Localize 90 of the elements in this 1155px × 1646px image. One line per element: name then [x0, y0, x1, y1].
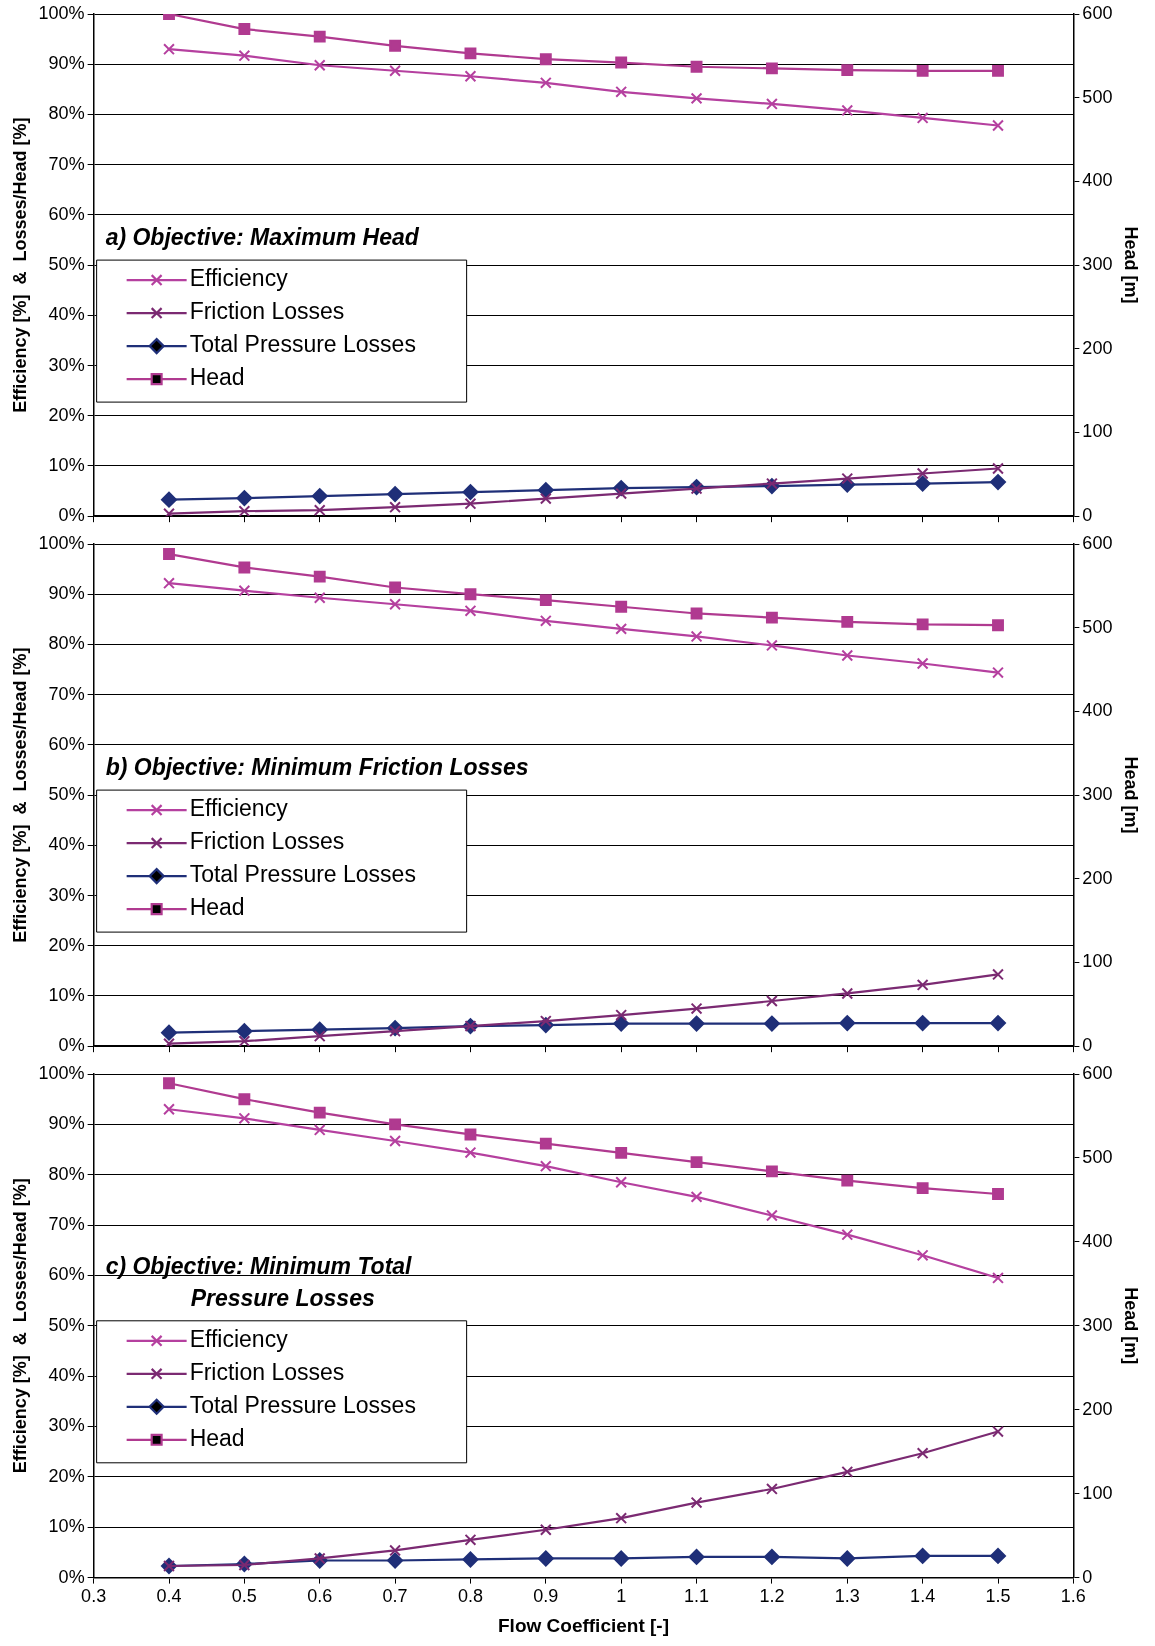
legend-label: Total Pressure Losses	[189, 331, 416, 358]
y2-tick-label: 0	[1082, 1566, 1093, 1587]
text: a) Objective: Maximum Head	[105, 224, 420, 251]
x-tick-label: 1.1	[684, 1586, 710, 1607]
y2-tick-label: 400	[1082, 170, 1113, 191]
y2-tick-label: 500	[1082, 1146, 1113, 1167]
y-tick-label: 0%	[58, 1566, 85, 1587]
x-tick-label: 0.4	[156, 1586, 182, 1607]
y2-tick-label: 300	[1082, 1314, 1113, 1335]
y2-tick-label: 0	[1082, 1035, 1093, 1056]
y2-tick-label: 200	[1082, 1398, 1113, 1419]
y2-tick-label: 300	[1082, 254, 1113, 275]
y-tick-label: 20%	[48, 934, 85, 955]
y2-tick-label: 400	[1082, 700, 1113, 721]
legend-label: Efficiency	[189, 1326, 289, 1353]
y2-tick-label: 300	[1082, 784, 1113, 805]
y-tick-label: 0%	[58, 1035, 85, 1056]
legend-label: Head	[189, 1425, 245, 1452]
y-axis-title: Efficiency [%] & Losses/Head [%]	[9, 117, 30, 413]
y-tick-label: 90%	[48, 1113, 85, 1134]
y-tick-label: 20%	[48, 404, 85, 425]
y2-tick-label: 100	[1082, 951, 1113, 972]
y-tick-label: 60%	[48, 1264, 85, 1285]
y-tick-label: 100%	[38, 2, 85, 23]
y-tick-label: 80%	[48, 633, 85, 654]
y2-tick-label: 600	[1082, 532, 1113, 553]
y2-axis-title: Head [m]	[1121, 1287, 1142, 1365]
y-tick-label: 30%	[48, 1415, 85, 1436]
y-tick-label: 50%	[48, 1314, 85, 1335]
y-tick-label: 60%	[48, 733, 85, 754]
x-tick-label: 1.6	[1060, 1586, 1086, 1607]
y-tick-label: 100%	[38, 1062, 85, 1083]
x-tick-label: 0.7	[382, 1586, 408, 1607]
y2-tick-label: 100	[1082, 1482, 1113, 1503]
y-tick-label: 0%	[58, 505, 85, 526]
y2-tick-label: 0	[1082, 505, 1093, 526]
y-tick-label: 60%	[48, 203, 85, 224]
y-tick-label: 30%	[48, 354, 85, 375]
y2-tick-label: 600	[1082, 1062, 1113, 1083]
legend-label: Efficiency	[189, 795, 289, 822]
y-tick-label: 10%	[48, 1516, 85, 1537]
y-tick-label: 30%	[48, 884, 85, 905]
text: b) Objective: Minimum Friction Losses	[105, 754, 529, 781]
y-tick-label: 20%	[48, 1465, 85, 1486]
y2-tick-label: 500	[1082, 86, 1113, 107]
y-tick-label: 50%	[48, 254, 85, 275]
y2-axis-title: Head [m]	[1121, 226, 1142, 304]
y-tick-label: 40%	[48, 304, 85, 325]
legend-label: Friction Losses	[189, 298, 345, 325]
y-tick-label: 10%	[48, 984, 85, 1005]
legend-label: Friction Losses	[189, 828, 345, 855]
y2-tick-label: 200	[1082, 337, 1113, 358]
legend-label: Friction Losses	[189, 1359, 345, 1386]
y-tick-label: 100%	[38, 532, 85, 553]
x-tick-label: 0.8	[457, 1586, 483, 1607]
legend-label: Total Pressure Losses	[189, 861, 416, 888]
x-tick-label: 0.9	[533, 1586, 559, 1607]
y-tick-label: 70%	[48, 1214, 85, 1235]
y-tick-label: 70%	[48, 683, 85, 704]
y-tick-label: 90%	[48, 53, 85, 74]
y-axis-title: Efficiency [%] & Losses/Head [%]	[9, 647, 30, 943]
y-axis-title: Efficiency [%] & Losses/Head [%]	[9, 1178, 30, 1474]
y2-tick-label: 100	[1082, 421, 1113, 442]
y2-axis-title: Head [m]	[1121, 756, 1142, 834]
x-tick-label: 1.5	[985, 1586, 1011, 1607]
legend-label: Head	[189, 894, 245, 921]
y2-tick-label: 600	[1082, 2, 1113, 23]
y-tick-label: 80%	[48, 103, 85, 124]
x-tick-label: 1.4	[910, 1586, 936, 1607]
y-tick-label: 40%	[48, 834, 85, 855]
x-tick-label: 0.5	[231, 1586, 257, 1607]
x-tick-label: 1	[616, 1586, 627, 1607]
text: c) Objective: Minimum Total Pressure Losses	[105, 1252, 413, 1311]
x-axis-title: Flow Coefficient [-]	[498, 1614, 669, 1636]
y2-tick-label: 200	[1082, 867, 1113, 888]
x-tick-label: 0.6	[307, 1586, 333, 1607]
x-tick-label: 0.3	[81, 1586, 107, 1607]
y-tick-label: 80%	[48, 1163, 85, 1184]
legend-label: Total Pressure Losses	[189, 1392, 416, 1419]
legend-label: Efficiency	[189, 265, 289, 292]
x-tick-label: 1.2	[759, 1586, 785, 1607]
y-tick-label: 70%	[48, 153, 85, 174]
y-tick-label: 10%	[48, 454, 85, 475]
y2-tick-label: 400	[1082, 1230, 1113, 1251]
y2-tick-label: 500	[1082, 616, 1113, 637]
legend-label: Head	[189, 364, 245, 391]
y-tick-label: 40%	[48, 1365, 85, 1386]
y-tick-label: 90%	[48, 583, 85, 604]
x-tick-label: 1.3	[834, 1586, 860, 1607]
y-tick-label: 50%	[48, 784, 85, 805]
